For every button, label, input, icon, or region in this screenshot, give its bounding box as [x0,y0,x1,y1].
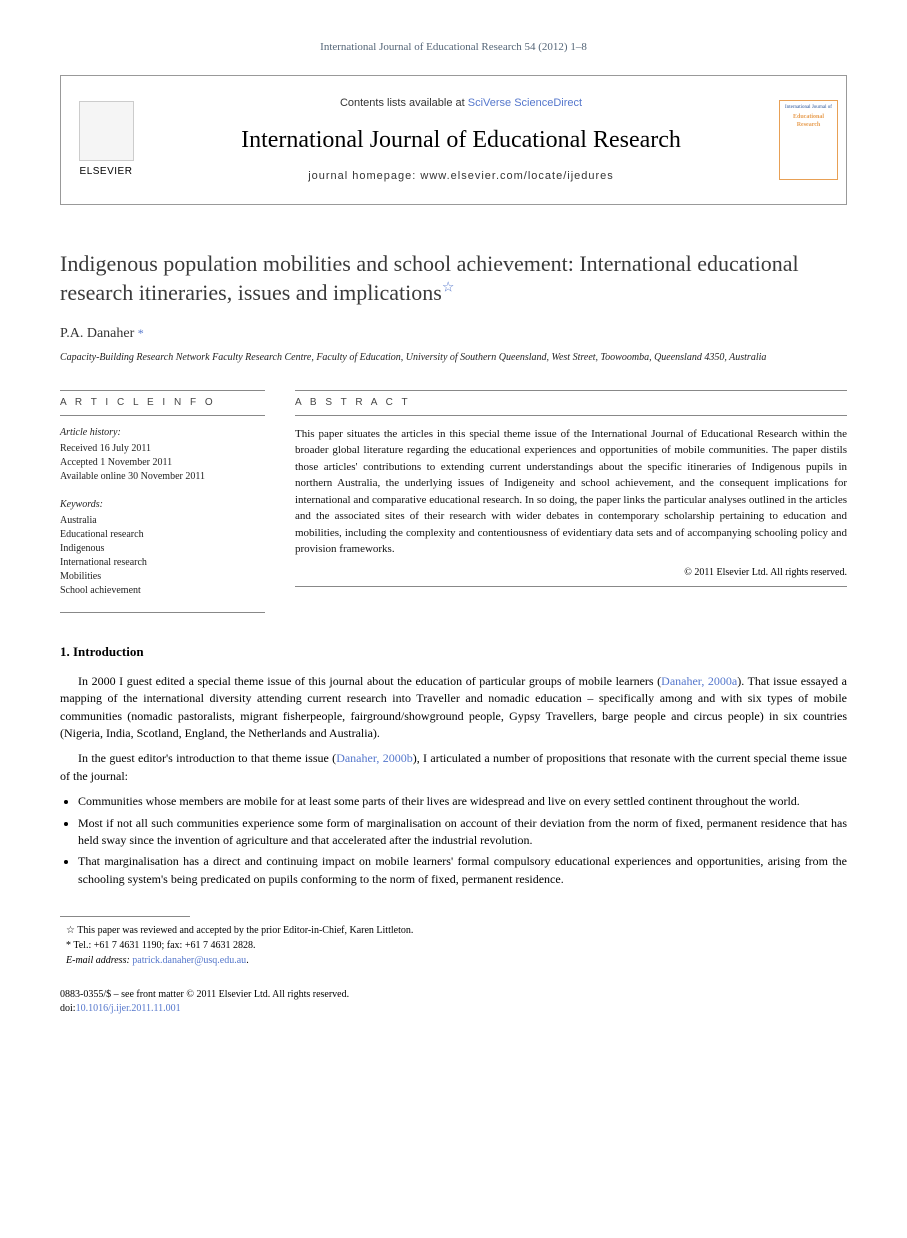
list-item: Communities whose members are mobile for… [78,793,847,810]
online-date: Available online 30 November 2011 [60,470,265,484]
keywords-label: Keywords: [60,498,265,512]
para1-pre: In 2000 I guest edited a special theme i… [78,674,661,688]
contents-prefix: Contents lists available at [340,97,468,109]
star-icon: ☆ [66,925,77,936]
cover-image: International Journal of Educational Res… [779,100,838,180]
keyword: School achievement [60,584,265,598]
list-item: That marginalisation has a direct and co… [78,853,847,888]
keyword: Mobilities [60,570,265,584]
author-name: P.A. Danaher * [60,324,847,344]
accepted-date: Accepted 1 November 2011 [60,456,265,470]
contents-available-line: Contents lists available at SciVerse Sci… [340,96,582,111]
footnote-star-text: This paper was reviewed and accepted by … [77,925,413,936]
article-title: Indigenous population mobilities and sch… [60,250,847,307]
keyword: International research [60,556,265,570]
title-footnote-star-icon[interactable]: ☆ [442,281,455,296]
homepage-prefix: journal homepage: [308,170,420,182]
abstract-column: A B S T R A C T This paper situates the … [295,390,847,613]
cover-subtitle-text: Educational Research [784,113,833,130]
footnote-star: ☆ This paper was reviewed and accepted b… [76,923,847,938]
list-item: Most if not all such communities experie… [78,815,847,850]
title-text: Indigenous population mobilities and sch… [60,251,799,305]
footnote-tel-text: Tel.: +61 7 4631 1190; fax: +61 7 4631 2… [73,940,255,951]
journal-reference: International Journal of Educational Res… [60,40,847,55]
header-center: Contents lists available at SciVerse Sci… [151,76,771,204]
email-link[interactable]: patrick.danaher@usq.edu.au [132,955,246,966]
keyword: Educational research [60,528,265,542]
received-date: Received 16 July 2011 [60,442,265,456]
footnote-email: E-mail address: patrick.danaher@usq.edu.… [76,953,847,968]
publication-info: 0883-0355/$ – see front matter © 2011 El… [60,988,847,1016]
article-info-header: A R T I C L E I N F O [60,390,265,416]
citation-link[interactable]: Danaher, 2000b [336,751,413,765]
abstract-copyright: © 2011 Elsevier Ltd. All rights reserved… [295,566,847,580]
para2-pre: In the guest editor's introduction to th… [78,751,336,765]
sciencedirect-link[interactable]: SciVerse ScienceDirect [468,97,582,109]
abstract-bottom-rule [295,586,847,587]
front-matter-line: 0883-0355/$ – see front matter © 2011 El… [60,988,847,1002]
journal-title: International Journal of Educational Res… [241,124,681,158]
journal-cover-thumbnail: International Journal of Educational Res… [771,76,846,204]
journal-homepage-line: journal homepage: www.elsevier.com/locat… [308,169,614,184]
doi-prefix: doi: [60,1003,76,1014]
doi-link[interactable]: 10.1016/j.ijer.2011.11.001 [76,1003,181,1014]
keywords-block: Keywords: Australia Educational research… [60,498,265,598]
email-suffix: . [246,955,249,966]
abstract-text: This paper situates the articles in this… [295,426,847,558]
abstract-header: A B S T R A C T [295,390,847,416]
article-history-block: Article history: Received 16 July 2011 A… [60,426,265,484]
cover-title-text: International Journal of [785,105,832,111]
homepage-url[interactable]: www.elsevier.com/locate/ijedures [420,170,613,182]
corresponding-author-star-icon[interactable]: * [138,326,144,340]
publisher-logo-area: ELSEVIER [61,76,151,204]
keyword: Indigenous [60,542,265,556]
info-bottom-rule [60,612,265,613]
section-heading-introduction: 1. Introduction [60,643,847,661]
keyword: Australia [60,514,265,528]
footnotes-rule [60,916,190,917]
author-text: P.A. Danaher [60,326,134,341]
info-abstract-row: A R T I C L E I N F O Article history: R… [60,390,847,613]
elsevier-tree-icon [79,101,134,161]
journal-header-box: ELSEVIER Contents lists available at Sci… [60,75,847,205]
article-info-column: A R T I C L E I N F O Article history: R… [60,390,265,613]
elsevier-label: ELSEVIER [80,165,133,179]
intro-paragraph-2: In the guest editor's introduction to th… [60,750,847,785]
author-affiliation: Capacity-Building Research Network Facul… [60,351,847,365]
footnote-tel: * Tel.: +61 7 4631 1190; fax: +61 7 4631… [76,938,847,953]
doi-line: doi:10.1016/j.ijer.2011.11.001 [60,1002,847,1016]
citation-link[interactable]: Danaher, 2000a [661,674,737,688]
intro-paragraph-1: In 2000 I guest edited a special theme i… [60,673,847,743]
history-label: Article history: [60,426,265,440]
email-label: E-mail address: [66,955,132,966]
proposition-list: Communities whose members are mobile for… [78,793,847,888]
